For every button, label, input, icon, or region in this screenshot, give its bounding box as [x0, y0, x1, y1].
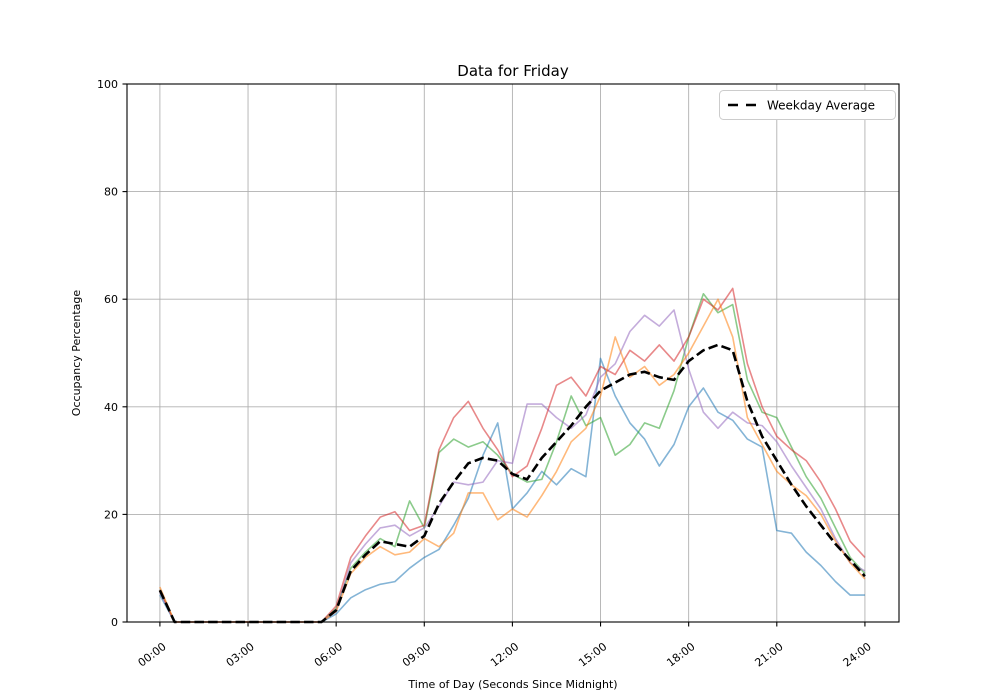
x-axis-tick-label: 18:00 [664, 640, 697, 669]
x-axis-tick-label: 03:00 [224, 640, 257, 669]
x-axis-tick-label: 06:00 [312, 640, 345, 669]
y-axis-tick-label: 0 [111, 616, 118, 629]
legend-box [719, 90, 896, 120]
legend: Weekday Average [719, 90, 896, 120]
chart-title: Data for Friday [457, 62, 569, 80]
y-axis-label: Occupancy Percentage [70, 290, 83, 417]
x-axis-tick-label: 09:00 [400, 640, 433, 669]
x-axis-label: Time of Day (Seconds Since Midnight) [407, 678, 617, 691]
x-axis-tick-label: 00:00 [136, 640, 169, 669]
y-axis-tick-label: 80 [104, 186, 118, 199]
x-axis-tick-label: 12:00 [488, 640, 521, 669]
x-axis-tick-label: 21:00 [752, 640, 785, 669]
plot-border [126, 83, 900, 623]
x-axis-tick-label: 15:00 [576, 640, 609, 669]
legend-label: Weekday Average [767, 99, 875, 113]
y-axis-tick-label: 20 [104, 508, 118, 521]
grid-layer [127, 83, 899, 623]
y-axis-tick-label: 100 [97, 78, 118, 91]
y-axis-tick-label: 40 [104, 401, 118, 414]
y-axis-tick-label: 60 [104, 293, 118, 306]
tick-layer: 00:00 03:00 06:00 09:00 12:00 15:00 18:00 21:00… [97, 78, 874, 669]
x-axis-tick-label: 24:00 [841, 640, 874, 669]
